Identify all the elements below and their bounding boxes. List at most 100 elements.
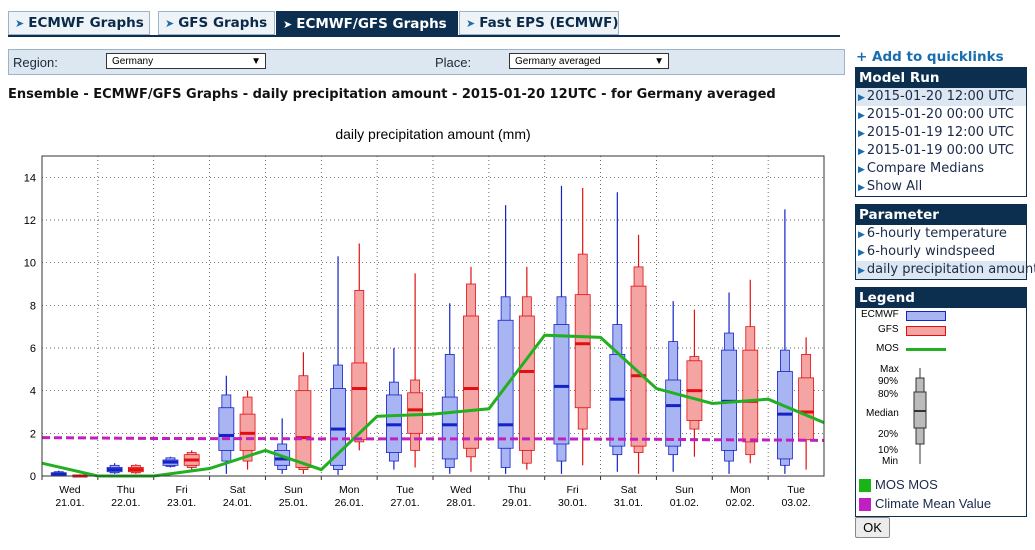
place-label: Place: [435,55,472,70]
legend-max-label: Max [880,364,899,375]
model-run-item[interactable]: ▶ 2015-01-19 00:00 UTC [856,142,1026,160]
y-tick-label: 4 [30,386,36,398]
region-select-value: Germany [112,56,154,67]
model-run-title: Model Run [856,68,1026,88]
mos-checkbox[interactable] [859,479,871,492]
y-tick-label: 10 [24,258,36,270]
parameter-item[interactable]: ▶ 6-hourly temperature [856,225,1026,243]
page-title: Ensemble - ECMWF/GFS Graphs - daily prec… [8,87,776,102]
tab-ecmwf-gfs-graphs[interactable]: ➤ ECMWF/GFS Graphs [276,11,458,37]
region-label: Region: [13,55,58,70]
model-run-label: 2015-01-20 00:00 UTC [866,107,1014,122]
triangle-bullet-icon: ▶ [858,183,865,193]
legend-boxplot-glyph [913,368,927,464]
precipitation-chart: daily precipitation amount (mm) 0 2 4 6 8 10 1… [24,126,825,509]
x-tick-day: Thu [508,484,526,496]
model-run-label: Show All [866,179,923,194]
gfs-inner-box [463,315,479,449]
x-tick-day: Mon [730,484,751,496]
ecmwf-inner-box [553,324,570,445]
parameter-label: 6-hourly temperature [866,226,1007,241]
tab-label: ECMWF Graphs [28,15,144,31]
ok-button[interactable]: OK [855,517,890,538]
ecmwf-inner-box [218,407,235,451]
parameter-label: 6-hourly windspeed [866,244,996,259]
x-tick-day: Thu [117,484,135,496]
x-tick-date: 02.02. [726,497,755,509]
gfs-inner-box [798,377,815,441]
tab-label: Fast EPS (ECMWF) [479,15,619,31]
parameter-label: daily precipitation amount [866,262,1035,277]
mos-line [41,333,825,478]
triangle-bullet-icon: ▶ [858,248,865,258]
legend-gfs-label: GFS [878,324,899,335]
dropdown-arrow-icon: ▼ [251,56,261,67]
chevron-right-icon: ➤ [283,18,293,31]
legend-title: Legend [856,288,1026,308]
x-tick-day: Sat [621,484,637,496]
tab-fast-eps[interactable]: ➤ Fast EPS (ECMWF) [459,11,619,35]
legend-p20-label: 20% [878,429,899,440]
region-select[interactable]: Germany ▼ [106,53,266,69]
y-tick-label: 14 [24,172,36,184]
x-tick-day: Fri [567,484,579,496]
y-tick-label: 2 [30,428,36,440]
x-tick-date: 27.01. [390,497,419,509]
place-select-value: Germany averaged [515,56,601,67]
climate-mean-line [41,436,825,442]
x-tick-day: Fri [176,484,188,496]
filter-bar: Region: Germany ▼ Place: Germany average… [8,49,845,75]
model-run-item[interactable]: ▶ 2015-01-19 12:00 UTC [856,124,1026,142]
tab-ecmwf-graphs[interactable]: ➤ ECMWF Graphs [8,11,150,35]
x-tick-date: 22.01. [111,497,140,509]
compare-medians-link[interactable]: ▶ Compare Medians [856,160,1026,178]
chart-title: daily precipitation amount (mm) [335,126,530,142]
x-tick-day: Sat [230,484,246,496]
y-tick-label: 6 [30,343,36,355]
ecmwf-inner-box [665,379,682,447]
tab-label: GFS Graphs [178,15,268,31]
triangle-bullet-icon: ▶ [858,230,865,240]
x-tick-day: Tue [787,484,805,496]
legend-ecmwf-swatch [906,311,946,321]
x-tick-date: 24.01. [223,497,252,509]
triangle-bullet-icon: ▶ [858,147,865,157]
parameter-item[interactable]: ▶ daily precipitation amount [856,261,1035,279]
plot-frame [41,155,825,477]
ecmwf-inner-box [441,396,458,460]
place-select[interactable]: Germany averaged ▼ [509,53,669,69]
tab-gfs-graphs[interactable]: ➤ GFS Graphs [158,11,275,35]
quicklinks-label: Add to quicklinks [872,49,1004,65]
add-to-quicklinks-link[interactable]: + Add to quicklinks [856,49,1004,65]
gfs-inner-box [518,315,535,451]
legend-p90-label: 90% [878,376,899,387]
triangle-bullet-icon: ▶ [858,111,865,121]
legend-ecmwf-label: ECMWF [861,309,899,320]
x-tick-date: 21.01. [55,497,84,509]
show-all-link[interactable]: ▶ Show All [856,178,1026,196]
legend-mos-label: MOS [876,343,899,354]
triangle-bullet-icon: ▶ [858,266,865,276]
dropdown-arrow-icon: ▼ [654,56,664,67]
model-run-label: 2015-01-19 00:00 UTC [866,143,1014,158]
model-run-item[interactable]: ▶ 2015-01-20 00:00 UTC [856,106,1026,124]
parameter-panel: Parameter ▶ 6-hourly temperature ▶ 6-hourl… [855,204,1035,280]
model-run-panel: Model Run ▶ 2015-01-20 12:00 UTC ▶ 2015-01… [855,67,1027,197]
chevron-right-icon: ➤ [15,17,25,30]
model-run-label: 2015-01-19 12:00 UTC [866,125,1014,140]
x-tick-date: 01.02. [670,497,699,509]
parameter-item[interactable]: ▶ 6-hourly windspeed [856,243,1026,261]
model-run-label: 2015-01-20 12:00 UTC [866,89,1014,104]
y-tick-label: 0 [30,471,36,483]
legend-mos-line [906,348,946,351]
model-run-label: Compare Medians [866,161,985,176]
x-tick-day: Wed [450,484,472,496]
x-tick-date: 28.01. [446,497,475,509]
legend-p10-label: 10% [878,445,899,456]
x-tick-date: 03.02. [781,497,810,509]
model-run-item[interactable]: ▶ 2015-01-20 12:00 UTC [856,88,1026,106]
x-tick-date: 25.01. [279,497,308,509]
climate-checkbox[interactable] [859,498,871,511]
gfs-inner-box [742,349,759,443]
x-tick-date: 30.01. [558,497,587,509]
